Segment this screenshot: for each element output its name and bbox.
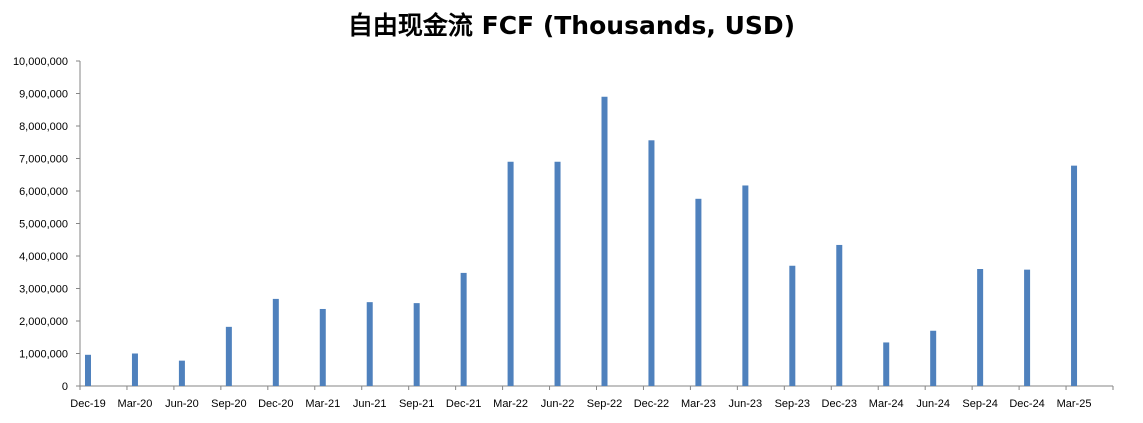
x-tick-label: Jun-20: [165, 398, 199, 410]
bar-Dec-20: [272, 298, 279, 386]
x-tick-label: Jun-22: [541, 398, 575, 410]
bar-Mar-24: [883, 342, 890, 386]
y-tick-label: 4,000,000: [19, 251, 68, 263]
y-axis: 0 1,000,000 2,000,000 3,000,000 4,000,000 5,0…: [13, 56, 81, 393]
x-tick-label: Sep-22: [587, 398, 622, 410]
x-tick-label: Sep-23: [775, 398, 810, 410]
bar-Sep-24: [977, 269, 984, 386]
x-axis: Dec-19 Mar-20 Jun-20 Sep-20 Dec-20 Mar-21 Jun-…: [70, 385, 1114, 410]
x-tick-label: Mar-22: [493, 398, 528, 410]
bar-Dec-23: [836, 244, 843, 386]
bar-Dec-22: [648, 140, 655, 386]
bar-Jun-22: [554, 161, 561, 386]
y-tick-label: 3,000,000: [19, 284, 68, 296]
y-tick-label: 9,000,000: [19, 89, 68, 101]
bar-Sep-21: [413, 303, 420, 386]
x-tick-label: Jun-23: [729, 398, 763, 410]
y-tick-label: 5,000,000: [19, 219, 68, 231]
bar-Dec-21: [460, 272, 467, 386]
x-tick-label: Dec-20: [258, 398, 293, 410]
bar-Sep-22: [601, 96, 608, 386]
x-tick-label: Mar-23: [681, 398, 716, 410]
x-tick-label: Dec-21: [446, 398, 481, 410]
y-tick-label: 7,000,000: [19, 154, 68, 166]
y-tick-label: 6,000,000: [19, 186, 68, 198]
x-tick-label: Dec-19: [70, 398, 105, 410]
bars: [85, 96, 1078, 386]
y-tick-label: 8,000,000: [19, 121, 68, 133]
bar-Dec-24: [1024, 269, 1031, 386]
x-tick-label: Mar-21: [305, 398, 340, 410]
y-tick-label: 2,000,000: [19, 316, 68, 328]
x-tick-label: Dec-24: [1009, 398, 1044, 410]
bar-Jun-23: [742, 185, 749, 386]
x-tick-label: Sep-24: [962, 398, 997, 410]
x-tick-label: Dec-23: [822, 398, 857, 410]
bar-Jun-20: [178, 360, 185, 386]
bar-Jun-24: [930, 330, 937, 386]
bar-Jun-21: [366, 302, 373, 386]
bar-Dec-19: [85, 354, 91, 386]
bar-Mar-23: [695, 198, 702, 386]
x-tick-label: Dec-22: [634, 398, 669, 410]
bar-Mar-20: [131, 353, 138, 386]
x-tick-label: Jun-24: [916, 398, 950, 410]
x-tick-label: Mar-24: [869, 398, 904, 410]
x-tick-label: Mar-20: [118, 398, 153, 410]
bar-Mar-21: [319, 308, 326, 386]
chart-title: 自由现金流 FCF (Thousands, USD): [347, 11, 796, 40]
y-tick-label: 1,000,000: [19, 349, 68, 361]
x-tick-label: Sep-21: [399, 398, 434, 410]
bar-Mar-22: [507, 161, 514, 386]
bar-Sep-23: [789, 265, 796, 386]
x-tick-label: Mar-25: [1057, 398, 1092, 410]
bar-Mar-25: [1071, 165, 1078, 386]
x-tick-label: Jun-21: [353, 398, 387, 410]
bar-Sep-20: [225, 326, 232, 386]
y-tick-label: 10,000,000: [13, 56, 68, 68]
y-tick-label: 0: [62, 381, 68, 393]
x-tick-label: Sep-20: [211, 398, 246, 410]
